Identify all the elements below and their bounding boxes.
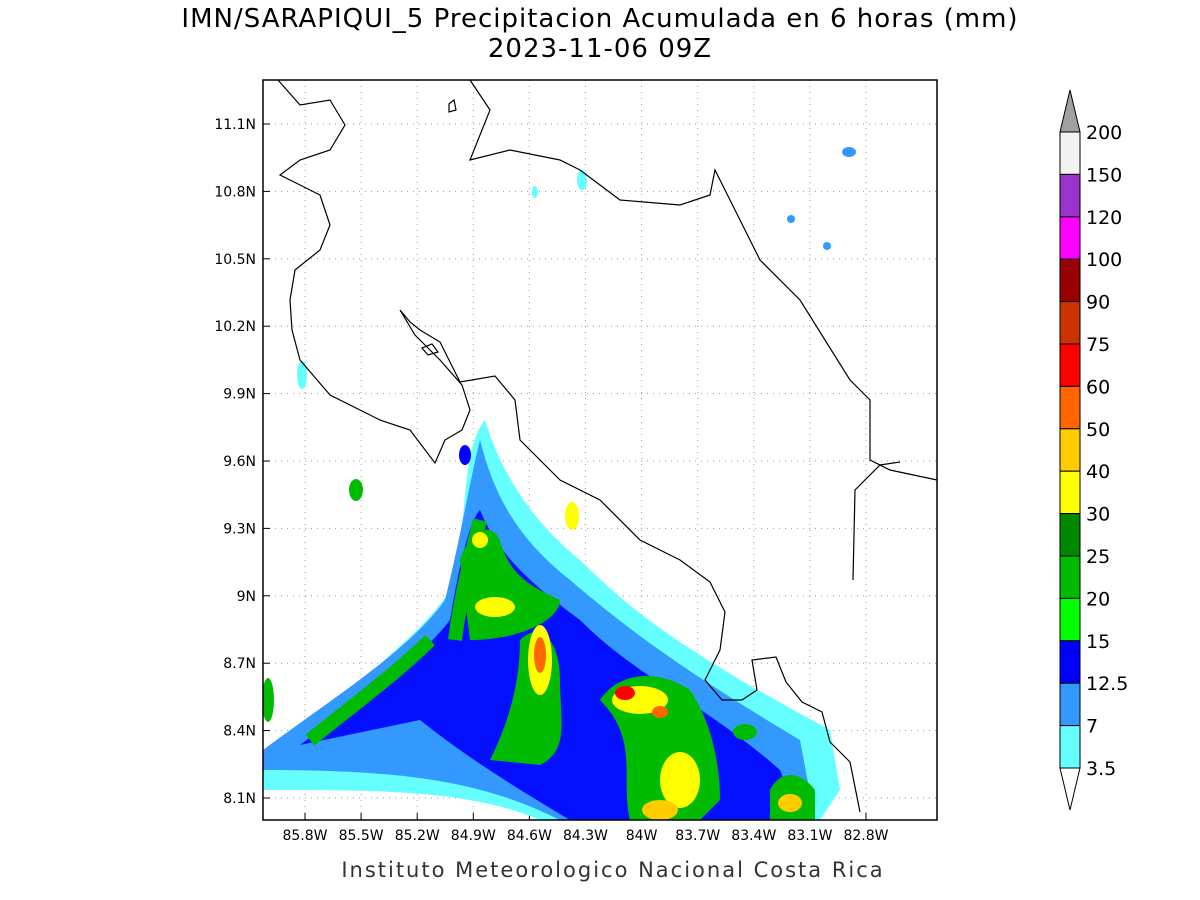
lon-tick-label: 84.9W — [451, 828, 496, 844]
colorbar-segment — [1059, 555, 1081, 599]
lat-tick-label: 8.1N — [223, 791, 256, 807]
lat-tick-label: 9.3N — [223, 521, 256, 537]
colorbar-under — [1059, 767, 1081, 811]
lon-tick-label: 83.7W — [675, 828, 720, 844]
title: IMN/SARAPIQUI_5 Precipitacion Acumulada … — [181, 4, 1018, 34]
colorbar-label: 90 — [1086, 292, 1110, 314]
subtitle: 2023-11-06 09Z — [488, 34, 712, 64]
lat-tick-label: 10.5N — [214, 252, 256, 268]
lat-tick-label: 8.4N — [223, 724, 256, 740]
colorbar-label: 3.5 — [1086, 758, 1116, 780]
credit: Instituto Meteorologico Nacional Costa R… — [341, 858, 884, 882]
colorbar-segment — [1059, 131, 1081, 175]
colorbar-segment — [1059, 640, 1081, 684]
colorbar-label: 40 — [1086, 461, 1110, 483]
colorbar-label: 60 — [1086, 376, 1110, 398]
colorbar-segment — [1059, 173, 1081, 218]
colorbar-segment — [1059, 258, 1081, 303]
colorbar-label: 150 — [1086, 164, 1122, 186]
colorbar-segment — [1059, 385, 1081, 430]
lon-tick-label: 84W — [626, 828, 658, 844]
colorbar-label: 75 — [1086, 334, 1110, 356]
lat-tick-label: 9.6N — [223, 454, 256, 470]
precipitation — [263, 147, 856, 820]
lon-tick-label: 85.5W — [339, 828, 384, 844]
lat-tick-label: 9N — [237, 589, 256, 605]
lon-tick-label: 83.4W — [731, 828, 776, 844]
colorbar-label: 7 — [1086, 716, 1098, 738]
colorbar-over — [1059, 89, 1081, 133]
colorbar-segment — [1059, 597, 1081, 642]
lat-tick-label: 9.9N — [223, 387, 256, 403]
lat-tick-label: 10.8N — [214, 184, 256, 200]
colorbar-segment — [1059, 343, 1081, 387]
colorbar: 200 150 120 100 90 75 60 50 40 30 25 20 15 12.5 7 3.5 — [1059, 89, 1128, 811]
lon-tick-label: 82.8W — [843, 828, 888, 844]
colorbar-segment — [1059, 216, 1081, 260]
lon-tick-label: 84.6W — [507, 828, 552, 844]
colorbar-label: 25 — [1086, 546, 1110, 568]
lon-tick-label: 84.3W — [563, 828, 608, 844]
colorbar-label: 120 — [1086, 207, 1122, 229]
colorbar-segment — [1059, 725, 1081, 769]
colorbar-label: 20 — [1086, 588, 1110, 610]
map-frame — [262, 79, 938, 821]
lon-tick-label: 83.1W — [787, 828, 832, 844]
lon-tick-label: 85.8W — [282, 828, 327, 844]
colorbar-segment — [1059, 513, 1081, 557]
colorbar-label: 12.5 — [1086, 673, 1128, 695]
colorbar-label: 200 — [1086, 122, 1122, 144]
lat-tick-label: 8.7N — [223, 656, 256, 672]
colorbar-segment — [1059, 428, 1081, 472]
colorbar-label: 15 — [1086, 631, 1110, 653]
colorbar-segment — [1059, 682, 1081, 727]
colorbar-label: 30 — [1086, 504, 1110, 526]
coastline — [277, 79, 938, 813]
colorbar-label: 50 — [1086, 419, 1110, 441]
lon-tick-label: 85.2W — [395, 828, 440, 844]
colorbar-segment — [1059, 301, 1081, 345]
colorbar-segment — [1059, 470, 1081, 515]
lat-tick-label: 11.1N — [214, 117, 256, 133]
colorbar-label: 100 — [1086, 249, 1122, 271]
lat-tick-label: 10.2N — [214, 319, 256, 335]
